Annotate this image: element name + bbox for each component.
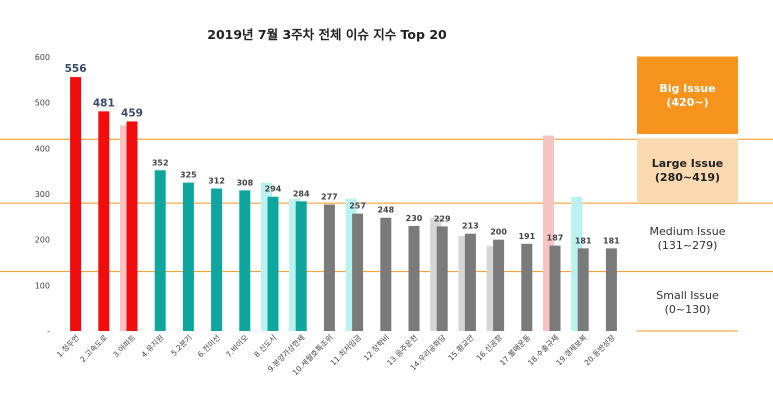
legend-small-label: Small Issue xyxy=(656,289,719,303)
bar xyxy=(126,121,138,331)
ghost-bar xyxy=(458,236,470,331)
ghost-bar xyxy=(261,182,272,331)
bar xyxy=(352,213,364,331)
bar xyxy=(380,217,392,331)
data-label: 248 xyxy=(377,206,394,215)
ghost-bar xyxy=(571,196,583,331)
x-tick-label: 20.동반성장 xyxy=(582,332,617,367)
data-label: 481 xyxy=(93,97,115,109)
data-label: 200 xyxy=(490,228,507,237)
bars xyxy=(70,77,617,332)
bar xyxy=(182,182,194,331)
bar xyxy=(267,196,279,331)
y-tick-label: - xyxy=(47,327,50,336)
legend-medium-issue: Medium Issue (131~279) xyxy=(637,208,738,270)
y-tick-label: 200 xyxy=(35,236,50,245)
legend-medium-label: Medium Issue xyxy=(649,225,726,239)
data-label: 187 xyxy=(547,234,564,243)
y-tick-label: 300 xyxy=(35,190,50,199)
y-axis: - 100 200 300 400 500 600 xyxy=(35,53,50,336)
legend-big-range: (420~) xyxy=(666,95,709,109)
data-label: 459 xyxy=(121,107,143,119)
bar xyxy=(493,239,505,331)
x-tick-label: 7.바이오 xyxy=(223,332,250,359)
x-tick-label: 2.고속도로 xyxy=(78,333,109,364)
legend-large-range: (280~419) xyxy=(654,171,721,184)
data-label: 257 xyxy=(349,202,366,211)
y-tick-label: 600 xyxy=(35,53,50,62)
data-label: 294 xyxy=(265,185,282,194)
data-label: 230 xyxy=(406,214,423,223)
legend-big-label: Big Issue xyxy=(659,81,716,95)
bar xyxy=(577,248,589,331)
data-label: 181 xyxy=(603,236,620,245)
chart-title: 2019년 7월 3주차 전체 이슈 지수 Top 20 xyxy=(207,27,447,42)
data-labels: 556 481 459 352 325 312 308 294 284 277 257 248 230 2… xyxy=(65,63,621,245)
data-label: 229 xyxy=(434,214,451,223)
legend-large-issue: Large Issue (280~419) xyxy=(637,139,738,203)
data-label: 191 xyxy=(518,232,535,241)
bar xyxy=(436,226,448,331)
y-tick-label: 400 xyxy=(35,144,50,153)
ghost-bar xyxy=(289,198,301,331)
bar xyxy=(605,248,617,331)
y-tick-label: 500 xyxy=(35,99,50,108)
x-tick-label: 4.유지원 xyxy=(140,333,166,359)
data-label: 181 xyxy=(575,236,592,245)
ghost-bar xyxy=(120,125,131,331)
bar xyxy=(154,170,166,331)
data-label: 325 xyxy=(180,171,197,180)
data-label: 308 xyxy=(236,178,253,187)
bar xyxy=(239,190,251,331)
bar xyxy=(70,77,82,332)
x-tick-label: 11.최저임금 xyxy=(328,332,363,367)
legend-medium-range: (131~279) xyxy=(657,239,718,252)
x-tick-label: 1.정두언 xyxy=(54,332,81,359)
legend-big-issue: Big Issue (420~) xyxy=(637,57,738,134)
data-label: 213 xyxy=(462,222,479,231)
ghost-bar xyxy=(345,198,357,331)
x-tick-label: 12.장학비 xyxy=(361,332,391,362)
ghost-bar xyxy=(543,135,554,331)
x-tick-label: 3.아파트 xyxy=(111,332,138,359)
data-label: 277 xyxy=(321,193,338,202)
bar xyxy=(464,233,476,331)
data-label: 352 xyxy=(152,158,169,167)
bar xyxy=(295,201,307,331)
x-tick-label: 15.황교안 xyxy=(446,332,476,362)
data-label: 312 xyxy=(208,177,225,186)
x-tick-label: 8.신도시 xyxy=(252,333,278,359)
bar xyxy=(98,111,110,332)
legend-small-range: (0~130) xyxy=(664,303,711,316)
data-label: 284 xyxy=(293,189,310,198)
ghost-bar xyxy=(430,217,442,331)
ghost-bars xyxy=(120,125,583,331)
ghost-bar xyxy=(486,246,498,331)
bar xyxy=(323,204,335,331)
bar xyxy=(408,225,420,331)
x-tick-label: 6.전미선 xyxy=(195,332,222,359)
bar xyxy=(521,243,533,331)
data-label: 556 xyxy=(65,63,87,75)
y-tick-label: 100 xyxy=(35,281,50,290)
x-tick-label: 5.2분기 xyxy=(169,333,194,358)
bar xyxy=(211,188,223,331)
legend-large-label: Large Issue xyxy=(651,157,724,171)
bar xyxy=(549,245,561,331)
legend-small-issue: Small Issue (0~130) xyxy=(637,275,738,331)
